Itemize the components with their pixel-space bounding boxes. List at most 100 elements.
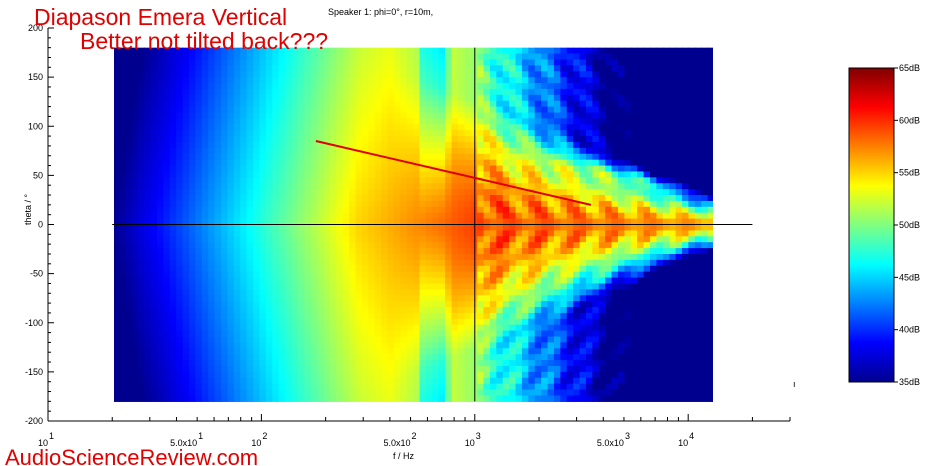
heatmap-cell [502,224,510,231]
heatmap-cell [521,318,529,326]
heatmap-cell [521,206,529,214]
heatmap-cell [624,53,632,61]
heatmap-cell [637,183,645,190]
heatmap-cell [297,94,305,102]
heatmap-cell [361,289,369,296]
heatmap-cell [553,153,561,161]
heatmap-cell [413,354,421,361]
heatmap-cell [489,53,497,61]
heatmap-cell [201,271,209,279]
heatmap-cell [137,112,145,119]
heatmap-cell [246,360,254,367]
heatmap-cell [470,383,478,391]
heatmap-cell [509,389,517,397]
heatmap-cell [496,94,504,102]
heatmap-cell [150,271,158,279]
heatmap-cell [304,65,312,72]
heatmap-cell [176,177,184,184]
heatmap-cell [553,318,561,326]
heatmap-cell [195,212,203,220]
heatmap-cell [374,318,382,326]
heatmap-cell [438,360,446,367]
heatmap-cell [182,136,190,143]
heatmap-cell [374,77,382,84]
heatmap-cell [393,265,401,273]
heatmap-cell [592,124,600,131]
heatmap-cell [114,318,120,326]
heatmap-cell [150,147,158,155]
heatmap-cell [201,189,209,196]
heatmap-cell [630,195,638,202]
heatmap-cell [406,206,414,214]
heatmap-cell [144,389,152,397]
heatmap-cell [592,248,600,255]
heatmap-cell [259,47,267,55]
heatmap-cell [605,159,613,167]
heatmap-cell [598,112,606,119]
heatmap-cell [445,141,453,149]
heatmap-cell [477,224,485,231]
heatmap-cell [509,118,517,125]
heatmap-cell [118,371,126,379]
heatmap-cell [521,242,529,249]
heatmap-cell [361,242,369,249]
heatmap-cell [432,106,440,114]
heatmap-cell [233,277,241,285]
heatmap-cell [547,342,555,349]
heatmap-cell [630,83,638,90]
heatmap-cell [605,295,613,302]
heatmap-cell [560,330,568,338]
heatmap-cell [553,183,561,190]
heatmap-cell [381,124,389,131]
heatmap-cell [393,348,401,355]
heatmap-cell [157,165,165,173]
heatmap-cell [521,83,529,90]
heatmap-cell [617,259,625,267]
heatmap-cell [221,289,229,296]
heatmap-cell [323,224,331,231]
heatmap-cell [432,318,440,326]
heatmap-cell [297,147,305,155]
heatmap-cell [451,53,459,61]
heatmap-cell [579,236,587,243]
heatmap-cell [304,324,312,332]
heatmap-cell [246,242,254,249]
heatmap-cell [419,395,427,402]
heatmap-cell [381,330,389,338]
heatmap-cell [150,206,158,214]
heatmap-cell [285,365,293,373]
heatmap-cell [637,312,645,320]
heatmap-cell [451,389,459,397]
heatmap-cell [464,106,472,114]
heatmap-cell [233,354,241,361]
heatmap-cell [598,354,606,361]
heatmap-cell [438,77,446,84]
heatmap-cell [438,195,446,202]
heatmap-cell [521,53,529,61]
heatmap-cell [566,248,574,255]
heatmap-cell [259,389,267,397]
heatmap-cell [579,242,587,249]
heatmap-cell [579,212,587,220]
heatmap-cell [611,383,619,391]
heatmap-cell [349,336,357,343]
heatmap-cell [445,153,453,161]
heatmap-cell [240,77,248,84]
heatmap-cell [253,106,261,114]
heatmap-cell [451,377,459,385]
heatmap-cell [502,242,510,249]
heatmap-cell [457,324,465,332]
heatmap-cell [451,77,459,84]
heatmap-cell [355,330,363,338]
heatmap-cell [605,307,613,314]
heatmap-cell [272,153,280,161]
heatmap-cell [259,377,267,385]
heatmap-cell [137,289,145,296]
heatmap-cell [534,283,542,290]
heatmap-cell [374,265,382,273]
heatmap-cell [118,59,126,66]
heatmap-cell [413,130,421,137]
heatmap-cell [515,324,523,332]
heatmap-cell [483,348,491,355]
heatmap-cell [137,189,145,196]
